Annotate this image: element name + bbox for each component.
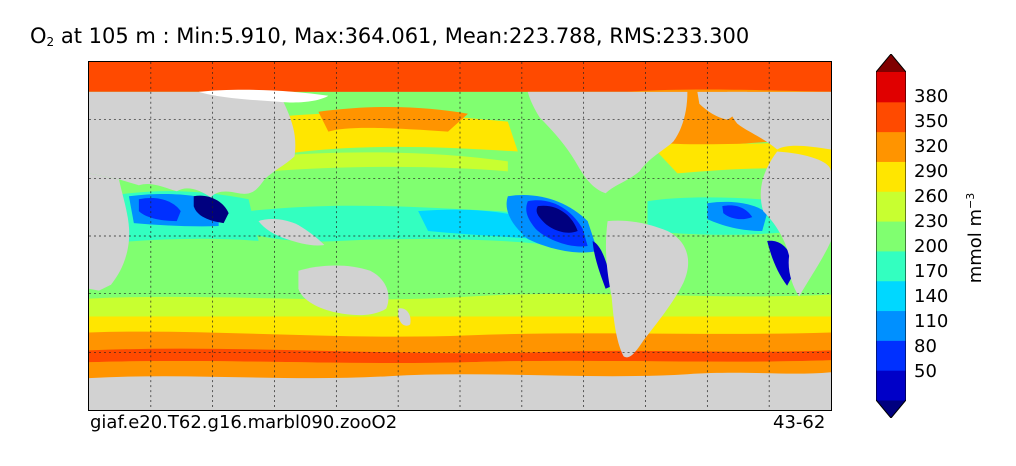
colorbar-unit-label: mmol m−3 [964,193,986,284]
etp-omz-min [536,205,578,233]
colorbar-segment [876,340,906,371]
colorbar-segment [876,161,906,192]
unit-exponent: −3 [964,192,977,209]
colorbar-segment [876,310,906,341]
colorbar-tick-label: 260 [914,186,949,207]
title-stats: at 105 m : Min:5.910, Max:364.061, Mean:… [60,24,750,48]
colorbar-extension-high [876,54,906,72]
ocean-map [89,62,831,410]
colorbar-extension-low [876,400,906,418]
colorbar-segment [876,191,906,222]
colorbar-tick-label: 110 [914,311,949,332]
colorbar-tick-label: 80 [914,336,937,357]
north-pacific-orange [318,106,468,132]
land-asia [89,91,296,198]
unit-base: mmol m [965,208,986,284]
colorbar-tick-label: 320 [914,136,949,157]
arctic-band [89,62,831,92]
colorbar-tick-label: 290 [914,161,949,182]
colorbar-tick-label: 170 [914,261,949,282]
colorbar [876,54,906,418]
colorbar-tick-label: 230 [914,211,949,232]
arabian-sea-omz [138,197,181,222]
arctic-ice-white [198,89,329,103]
colorbar-segment [876,72,906,103]
land-new-zealand [398,308,411,326]
title-variable: O [30,24,47,48]
colorbar-segment [876,280,906,312]
peru-omz [592,240,613,289]
land-europe [726,91,831,150]
colorbar-tick-label: 140 [914,286,949,307]
colorbar-tick-label: 350 [914,111,949,132]
colorbar-segment [876,370,906,401]
atlantic-omz [722,205,753,220]
graticule [89,62,831,410]
colorbar-segment [876,250,906,282]
colorbar-tick-label: 50 [914,361,937,382]
land-australia [298,265,389,316]
land-north-america [527,91,688,194]
land-greenland [697,91,748,120]
colorbar-tick-label: 380 [914,86,949,107]
colorbar-tick-label: 200 [914,236,949,257]
colorbar-segment [876,221,906,252]
plot-title: O2 at 105 m : Min:5.910, Max:364.061, Me… [30,24,750,49]
land-south-america [605,220,689,358]
land-africa-east [760,151,831,297]
land-indonesia [258,219,325,246]
map-panel [88,61,832,411]
bay-of-bengal-omz [193,195,229,224]
year-range: 43-62 [773,412,826,433]
southern-band-orange-2 [89,360,831,379]
case-name: giaf.e20.T62.g16.marbl090.zooO2 [90,412,398,433]
colorbar-segment [876,101,906,133]
title-variable-subscript: 2 [46,35,55,49]
north-pacific-band-light [268,152,508,172]
land-africa [89,173,130,291]
colorbar-segment [876,131,906,162]
